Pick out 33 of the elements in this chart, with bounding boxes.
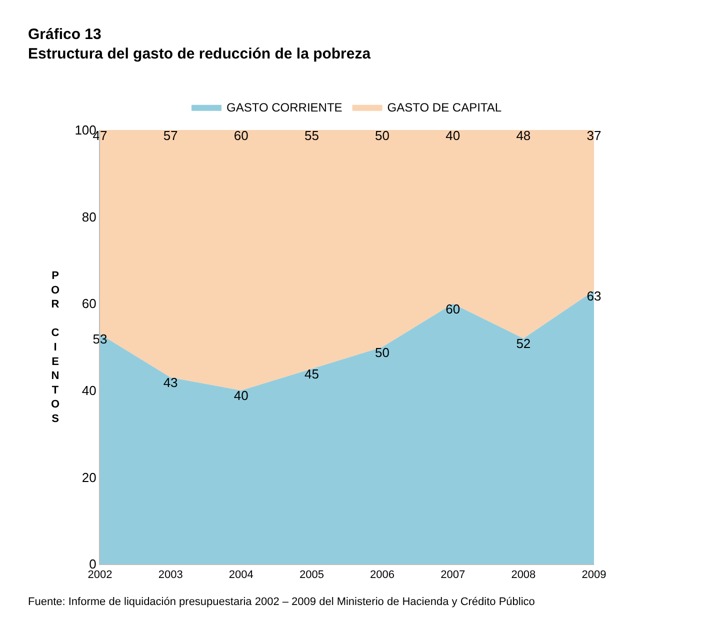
data-label: 40	[234, 388, 248, 404]
x-tick-label: 2005	[299, 569, 324, 582]
data-label: 63	[586, 288, 602, 304]
data-label: 57	[163, 128, 178, 143]
chart-title: Gráfico 13	[28, 26, 102, 43]
data-label: 37	[586, 128, 602, 143]
legend-label: GASTO DE CAPITAL	[387, 100, 502, 114]
data-label: 43	[163, 375, 178, 390]
y-tick-label: 60	[82, 296, 96, 312]
chart-subtitle: Estructura del gasto de reducción de la pobreza	[28, 46, 372, 62]
data-label: 48	[516, 128, 531, 143]
y-tick-label: 80	[82, 209, 96, 224]
y-tick-label: 20	[82, 470, 96, 485]
x-tick-label: 2009	[582, 569, 606, 582]
data-label: 60	[234, 128, 248, 143]
data-label: 55	[304, 128, 319, 143]
data-label: 50	[375, 128, 390, 143]
x-tick-label: 2008	[511, 569, 536, 582]
source-note: Fuente: Informe de liquidación presupuestaria 2002 – 2009 del Ministerio de Hacienda y Crédito Público	[28, 596, 535, 608]
x-tick-label: 2006	[370, 569, 395, 582]
y-tick-label: 40	[82, 382, 96, 398]
x-tick-label: 2007	[440, 569, 466, 582]
data-label: 50	[375, 344, 390, 360]
text: POR CIENTOS	[51, 270, 60, 425]
data-label: 40	[446, 128, 460, 143]
data-label: 60	[446, 301, 460, 316]
data-label: 53	[92, 332, 108, 347]
legend-label: GASTO CORRIENTE	[226, 100, 342, 114]
x-tick-label: 2002	[88, 569, 112, 582]
x-tick-label: 2003	[158, 569, 183, 582]
data-label: 52	[516, 336, 531, 352]
data-label: 45	[304, 366, 319, 382]
x-tick-label: 2004	[228, 569, 254, 582]
